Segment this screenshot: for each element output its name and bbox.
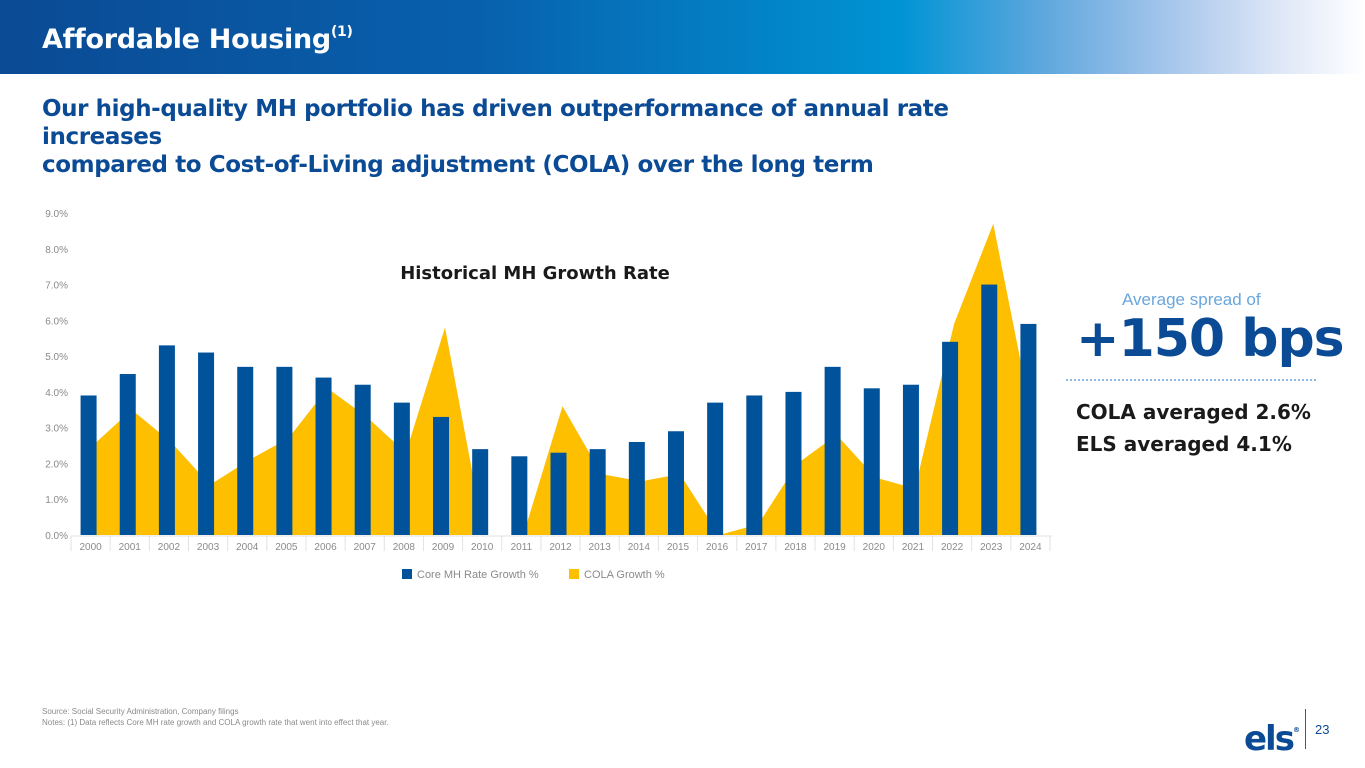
footnote-marker: (1): [330, 24, 353, 40]
footnotes: Source: Social Security Administration, …: [42, 706, 389, 728]
y-tick-label: 9.0%: [45, 209, 68, 220]
x-tick-label: 2016: [706, 542, 729, 553]
x-tick-label: 2014: [628, 542, 651, 553]
page-title-text: Affordable Housing: [42, 24, 331, 55]
y-axis: 0.0% 1.0% 2.0% 3.0% 4.0% 5.0% 6.0% 7.0% 8.0% 9.0%: [45, 209, 68, 542]
bar-2003: [198, 352, 215, 535]
y-tick-label: 2.0%: [45, 459, 68, 470]
spread-headline: +150 bps: [1076, 309, 1345, 369]
bar-2021: [902, 384, 919, 535]
els-logo: els®: [1244, 713, 1300, 756]
x-tick-label: 2001: [119, 542, 142, 553]
bar-2013: [589, 449, 606, 535]
bar-2000: [80, 395, 97, 535]
bar-2017: [746, 395, 763, 535]
logo-text: els: [1244, 719, 1295, 759]
core-mh-bar-series: [80, 284, 1037, 535]
x-tick-label: 2017: [745, 542, 768, 553]
x-tick-label: 2024: [1019, 542, 1042, 553]
els-average-stat: ELS averaged 4.1%: [1076, 432, 1292, 456]
x-tick-label: 2007: [354, 542, 377, 553]
cola-average-stat: COLA averaged 2.6%: [1076, 400, 1311, 424]
legend-swatch-core-mh: [402, 569, 412, 579]
x-tick-label: 2012: [549, 542, 572, 553]
page-number: 23: [1315, 722, 1330, 737]
x-tick-label: 2023: [980, 542, 1003, 553]
x-tick-label: 2003: [197, 542, 220, 553]
x-tick-label: 2006: [314, 542, 337, 553]
legend-swatch-cola: [569, 569, 579, 579]
footer-divider: [1305, 709, 1306, 749]
y-tick-label: 8.0%: [45, 245, 68, 256]
bar-2006: [315, 377, 332, 535]
bar-2012: [550, 452, 567, 535]
x-axis: 2000 2001 2002 2003 2004 2005 2006 2007 2008 2009…: [70, 535, 1052, 553]
bar-2019: [824, 366, 841, 535]
page-title: Affordable Housing(1): [42, 24, 353, 55]
growth-rate-chart: 0.0% 1.0% 2.0% 3.0% 4.0% 5.0% 6.0% 7.0% 8.0% 9.0%…: [45, 209, 1052, 581]
dotted-divider: [1066, 379, 1316, 381]
chart-legend: Core MH Rate Growth % COLA Growth %: [402, 569, 665, 581]
bar-2024: [1020, 323, 1037, 535]
y-tick-label: 6.0%: [45, 316, 68, 327]
bar-2005: [276, 366, 293, 535]
bar-2004: [237, 366, 254, 535]
x-tick-label: 2018: [784, 542, 807, 553]
bar-2014: [628, 441, 645, 535]
x-tick-label: 2022: [941, 542, 964, 553]
page-subtitle: Our high-quality MH portfolio has driven…: [42, 95, 1042, 179]
x-tick-label: 2004: [236, 542, 259, 553]
x-tick-label: 2010: [471, 542, 494, 553]
y-tick-label: 1.0%: [45, 495, 68, 506]
x-tick-label: 2009: [432, 542, 455, 553]
x-tick-label: 2000: [79, 542, 102, 553]
x-tick-label: 2020: [863, 542, 886, 553]
registered-mark: ®: [1292, 726, 1300, 734]
subtitle-line-2: compared to Cost-of-Living adjustment (C…: [42, 152, 874, 178]
subtitle-line-1: Our high-quality MH portfolio has driven…: [42, 96, 949, 150]
chart-title: Historical MH Growth Rate: [400, 263, 670, 284]
bar-2002: [158, 345, 175, 535]
bar-2009: [433, 416, 450, 535]
bar-2018: [785, 391, 802, 535]
x-tick-label: 2005: [275, 542, 298, 553]
bar-2011: [511, 456, 528, 535]
bar-2016: [707, 402, 724, 535]
y-tick-label: 7.0%: [45, 281, 68, 292]
x-tick-label: 2021: [902, 542, 925, 553]
bar-2007: [354, 384, 371, 535]
bar-2020: [863, 388, 880, 535]
bar-2010: [472, 449, 489, 535]
bar-2008: [393, 402, 410, 535]
bar-2022: [942, 341, 959, 535]
x-tick-label: 2013: [589, 542, 612, 553]
source-note: Source: Social Security Administration, …: [42, 707, 239, 716]
bar-2023: [981, 284, 998, 535]
bar-2001: [119, 374, 136, 535]
bar-2015: [667, 431, 684, 535]
y-tick-label: 4.0%: [45, 388, 68, 399]
spread-caption: Average spread of: [1122, 290, 1261, 309]
header-banner: Affordable Housing(1): [0, 0, 1365, 74]
legend-label-core-mh: Core MH Rate Growth %: [417, 569, 539, 581]
y-tick-label: 5.0%: [45, 352, 68, 363]
y-tick-label: 3.0%: [45, 424, 68, 435]
legend-label-cola: COLA Growth %: [584, 569, 665, 581]
x-tick-label: 2019: [823, 542, 846, 553]
x-tick-label: 2002: [158, 542, 181, 553]
notes-text: Notes: (1) Data reflects Core MH rate gr…: [42, 718, 389, 727]
x-tick-label: 2015: [667, 542, 690, 553]
y-tick-label: 0.0%: [45, 531, 68, 542]
x-tick-label: 2011: [511, 542, 533, 553]
x-tick-label: 2008: [393, 542, 416, 553]
